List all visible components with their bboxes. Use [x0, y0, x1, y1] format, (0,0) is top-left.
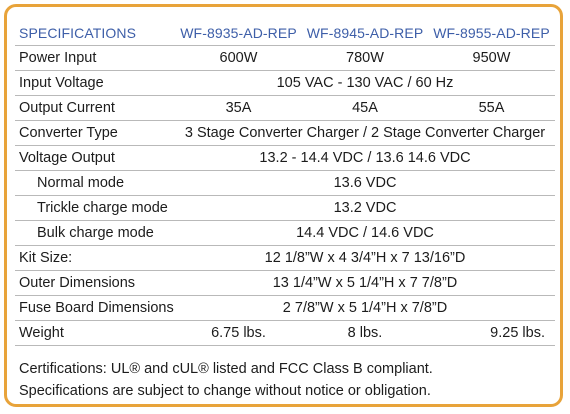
row-label: Trickle charge mode — [15, 195, 175, 221]
cell-value: 13.2 - 14.4 VDC / 13.6 14.6 VDC — [175, 145, 555, 171]
row-label: Bulk charge mode — [15, 220, 175, 246]
table-row-weight: Weight 6.75 lbs. 8 lbs. 9.25 lbs. — [15, 320, 555, 346]
model-heading: WF-8955-AD-REP — [433, 25, 550, 41]
table-row-kit-size: Kit Size: 12 1/8”W x 4 3/4”H x 7 13/16”D — [15, 245, 555, 271]
row-label: Power Input — [15, 45, 175, 71]
cell-value: 105 VAC - 130 VAC / 60 Hz — [175, 70, 555, 96]
cell-value: 780W — [302, 45, 428, 71]
row-label: Input Voltage — [15, 70, 175, 96]
footnotes: Certifications: UL® and cUL® listed and … — [19, 358, 559, 402]
table-row-input-voltage: Input Voltage 105 VAC - 130 VAC / 60 Hz — [15, 70, 555, 96]
cell-value: 14.4 VDC / 14.6 VDC — [175, 220, 555, 246]
table-row-outer-dimensions: Outer Dimensions 13 1/4”W x 5 1/4”H x 7 … — [15, 270, 555, 296]
table-row-bulk-charge-mode: Bulk charge mode 14.4 VDC / 14.6 VDC — [15, 220, 555, 246]
model-heading: WF-8935-AD-REP — [180, 25, 297, 41]
table-row-output-current: Output Current 35A 45A 55A — [15, 95, 555, 121]
table-row-normal-mode: Normal mode 13.6 VDC — [15, 170, 555, 196]
cell-value: 35A — [175, 95, 302, 121]
cell-value: 950W — [428, 45, 555, 71]
specifications-heading: SPECIFICATIONS — [19, 25, 137, 41]
row-label: Voltage Output — [15, 145, 175, 171]
table-row-converter-type: Converter Type 3 Stage Converter Charger… — [15, 120, 555, 146]
spec-sheet-frame: SPECIFICATIONS WF-8935-AD-REP WF-8945-AD… — [4, 4, 563, 407]
row-label: Fuse Board Dimensions — [15, 295, 175, 321]
row-label: Outer Dimensions — [15, 270, 175, 296]
cell-value: 12 1/8”W x 4 3/4”H x 7 13/16”D — [175, 245, 555, 271]
row-label: Kit Size: — [15, 245, 175, 271]
table-row-voltage-output: Voltage Output 13.2 - 14.4 VDC / 13.6 14… — [15, 145, 555, 171]
table-row-power-input: Power Input 600W 780W 950W — [15, 45, 555, 71]
cell-value: 55A — [428, 95, 555, 121]
table-row-fuse-board-dimensions: Fuse Board Dimensions 2 7/8”W x 5 1/4”H … — [15, 295, 555, 321]
cell-value: 8 lbs. — [302, 320, 428, 346]
model-heading: WF-8945-AD-REP — [306, 25, 424, 41]
cell-value: 2 7/8”W x 5 1/4”H x 7/8”D — [175, 295, 555, 321]
cell-value: 45A — [302, 95, 428, 121]
cell-value: 600W — [175, 45, 302, 71]
table-row-trickle-charge-mode: Trickle charge mode 13.2 VDC — [15, 195, 555, 221]
cell-value: 9.25 lbs. — [428, 320, 555, 346]
cell-value: 13.2 VDC — [175, 195, 555, 221]
cell-value: 13 1/4”W x 5 1/4”H x 7 7/8”D — [175, 270, 555, 296]
disclaimer-note: Specifications are subject to change wit… — [19, 383, 431, 399]
cell-value: 6.75 lbs. — [175, 320, 302, 346]
specifications-table: SPECIFICATIONS WF-8935-AD-REP WF-8945-AD… — [15, 21, 555, 346]
cell-value: 13.6 VDC — [175, 170, 555, 196]
row-label: Weight — [15, 320, 175, 346]
certifications-note: Certifications: UL® and cUL® listed and … — [19, 361, 433, 377]
row-label: Output Current — [15, 95, 175, 121]
row-label: Converter Type — [15, 120, 175, 146]
row-label: Normal mode — [15, 170, 175, 196]
table-header-row: SPECIFICATIONS WF-8935-AD-REP WF-8945-AD… — [15, 21, 555, 46]
cell-value: 3 Stage Converter Charger / 2 Stage Conv… — [175, 120, 555, 146]
